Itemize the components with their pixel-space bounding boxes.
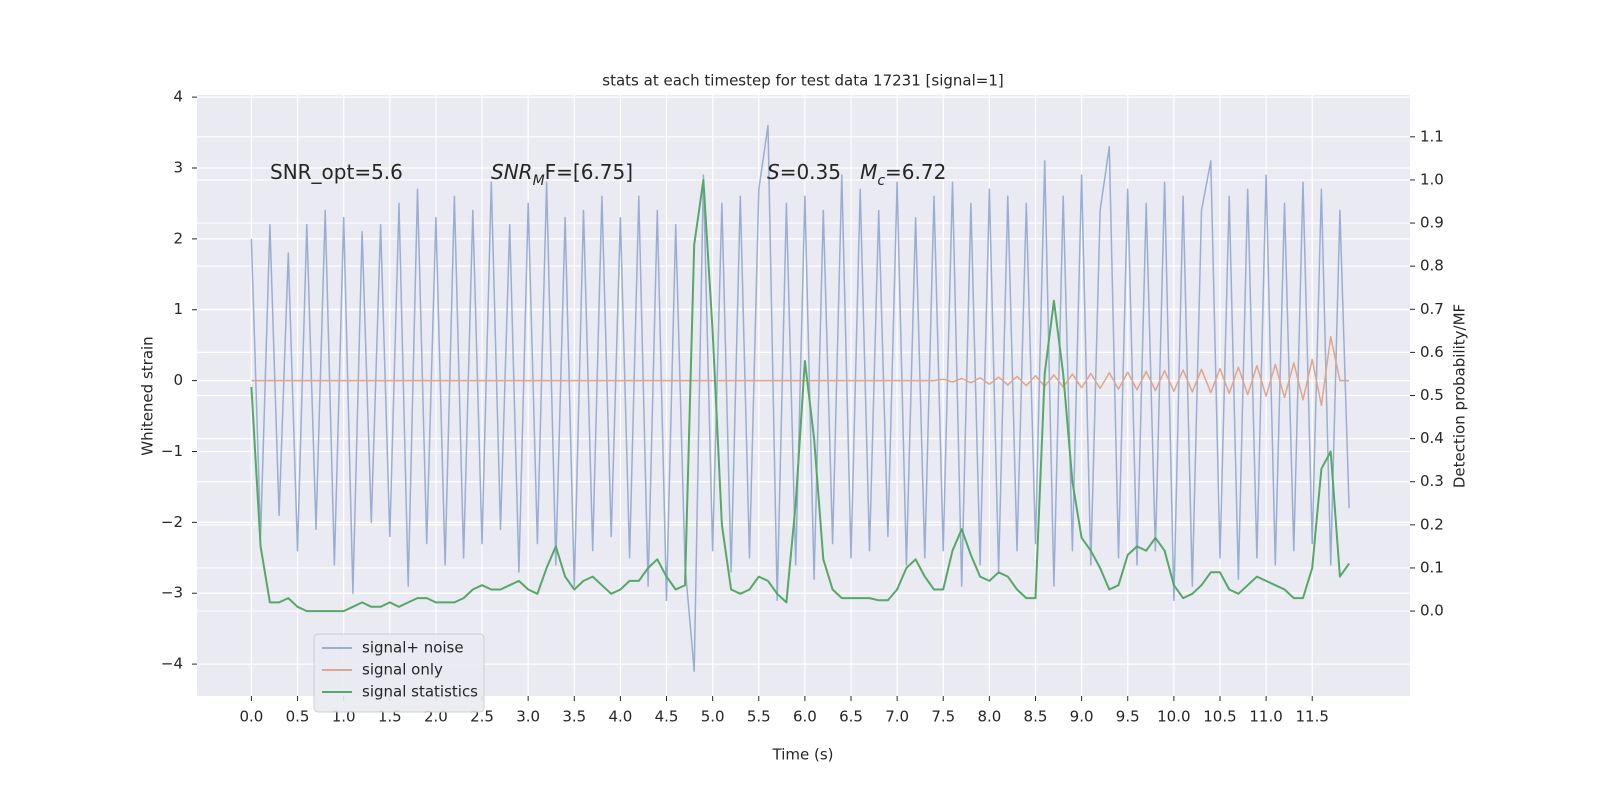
y2-tick-label: 0.7 [1420, 300, 1444, 318]
x-tick-label: 0.0 [239, 708, 263, 726]
y-tick-label: 2 [173, 229, 183, 247]
series-line [250, 178, 1350, 613]
annotation-part: M [533, 173, 545, 189]
y-tick-label: −2 [161, 513, 183, 531]
y2-tick-label: 1.0 [1420, 170, 1444, 188]
annotation-part: =0.35 [780, 160, 860, 184]
annotation-part: F=[6.75] [545, 160, 633, 184]
x-tick-label: 7.0 [885, 708, 909, 726]
y2-tick-label: 0.5 [1420, 386, 1444, 404]
x-tick-label: 0.5 [286, 708, 310, 726]
y2-tick-label: 1.1 [1420, 127, 1444, 145]
annotation-part: S [767, 160, 780, 184]
y2-tick-label: 0.0 [1420, 602, 1444, 620]
y2-tick-label: 0.8 [1420, 257, 1444, 275]
x-tick-label: 7.5 [931, 708, 955, 726]
x-tick-label: 10.0 [1157, 708, 1190, 726]
y-tick-label: 1 [173, 300, 183, 318]
annotation: S=0.35 Mc=6.72 [767, 160, 946, 190]
annotation: SNRMF=[6.75] [491, 160, 633, 190]
x-tick-label: 11.0 [1249, 708, 1282, 726]
annotation: SNR_opt=5.6 [270, 160, 403, 184]
x-tick-label: 6.0 [793, 708, 817, 726]
x-tick-label: 11.5 [1296, 708, 1329, 726]
x-tick-label: 3.0 [516, 708, 540, 726]
x-tick-label: 4.0 [608, 708, 632, 726]
x-tick-label: 4.5 [655, 708, 679, 726]
x-tick-label: 6.5 [839, 708, 863, 726]
x-tick-label: 9.5 [1116, 708, 1140, 726]
y-axis-label: Whitened strain [139, 336, 157, 455]
y-tick-label: −1 [161, 442, 183, 460]
x-tick-label: 5.5 [747, 708, 771, 726]
x-tick-label: 9.0 [1070, 708, 1094, 726]
y-tick-label: −4 [161, 655, 183, 673]
y2-axis-label: Detection probability/MF [1451, 304, 1469, 488]
annotation-part: SNR [491, 160, 533, 184]
series-line [251, 335, 1350, 407]
annotation-part: M [860, 160, 877, 184]
y2-tick-label: 0.9 [1420, 214, 1444, 232]
y-tick-label: 3 [173, 158, 183, 176]
y2-tick-label: 0.3 [1420, 472, 1444, 490]
x-tick-label: 8.5 [1024, 708, 1048, 726]
legend-label: signal only [362, 661, 443, 679]
y-tick-label: −3 [161, 584, 183, 602]
y2-tick-label: 0.6 [1420, 343, 1444, 361]
chart-title: stats at each timestep for test data 172… [602, 72, 1003, 90]
x-tick-label: 8.0 [977, 708, 1001, 726]
x-tick-label: 5.0 [701, 708, 725, 726]
x-tick-label: 3.5 [562, 708, 586, 726]
y2-tick-label: 0.4 [1420, 429, 1444, 447]
legend-label: signal+ noise [362, 639, 464, 657]
annotation-part: =6.72 [885, 160, 946, 184]
legend-label: signal statistics [362, 683, 478, 701]
annotation-part: c [877, 173, 885, 189]
y-tick-label: 4 [173, 88, 183, 106]
legend-box [313, 633, 485, 713]
x-tick-label: 10.5 [1203, 708, 1236, 726]
y2-tick-label: 0.1 [1420, 558, 1444, 576]
y-tick-label: 0 [173, 371, 183, 389]
y2-tick-label: 0.2 [1420, 515, 1444, 533]
annotation-part: SNR_opt=5.6 [270, 160, 403, 184]
x-axis-label: Time (s) [772, 746, 834, 764]
